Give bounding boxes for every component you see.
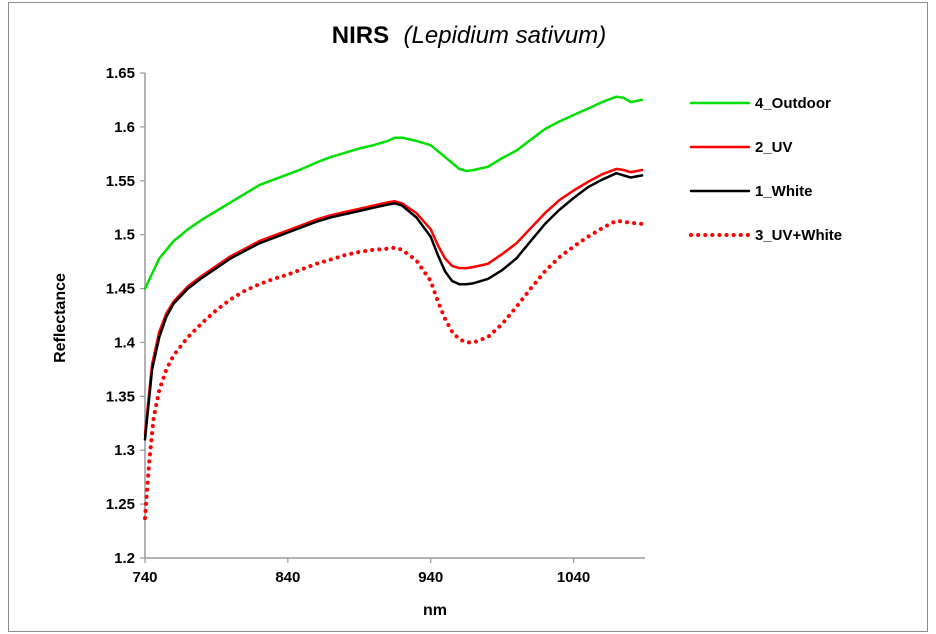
series-line-1-white (143, 171, 644, 441)
series-line-4-outdoor (143, 95, 644, 290)
chart-axes: 1.2 1.25 1.3 1.35 1.4 1.45 1.5 1.55 1.6 1.65 740 84… (106, 65, 645, 586)
chart-legend: 4_Outdoor 2_UV 1_White 3_UV+White (689, 95, 842, 244)
series-line-3-uv-white (143, 218, 645, 521)
x-tick-label: 840 (275, 569, 300, 586)
chart-title: NIRS (Lepidium sativum) (332, 22, 607, 49)
chart-plot-area (143, 95, 645, 521)
x-tick-label: 940 (418, 569, 443, 586)
legend-label-2-uv: 2_UV (755, 139, 793, 156)
legend-label-3-uv-white: 3_UV+White (755, 227, 842, 244)
x-tick-label: 1040 (557, 569, 590, 586)
y-tick-label: 1.25 (106, 496, 135, 513)
y-tick-label: 1.3 (114, 442, 135, 459)
y-tick-label: 1.5 (114, 227, 135, 244)
legend-label-1-white: 1_White (755, 183, 813, 200)
y-tick-label: 1.2 (114, 550, 135, 567)
x-tick-label: 740 (132, 569, 157, 586)
x-axis-title: nm (423, 602, 447, 619)
chart-title-species: (Lepidium sativum) (404, 22, 607, 49)
y-tick-label: 1.65 (106, 65, 135, 82)
chart-frame: NIRS (Lepidium sativum) 1.2 1.25 1.3 1.35 1.… (8, 2, 928, 632)
legend-label-4-outdoor: 4_Outdoor (755, 95, 831, 112)
y-tick-label: 1.6 (114, 119, 135, 136)
series-line-2-uv (143, 167, 644, 436)
line-chart: NIRS (Lepidium sativum) 1.21.251.31.351.… (52, 22, 842, 619)
y-axis-title: Reflectance (52, 273, 69, 363)
y-tick-label: 1.55 (106, 173, 135, 190)
y-tick-label: 1.35 (106, 388, 135, 405)
y-tick-label: 1.45 (106, 281, 135, 298)
svg-text:NIRS (Lepidium sativum: NIRS (Lepidium sativum) (332, 22, 607, 49)
chart-title-main: NIRS (332, 22, 389, 49)
y-tick-label: 1.4 (114, 334, 136, 351)
